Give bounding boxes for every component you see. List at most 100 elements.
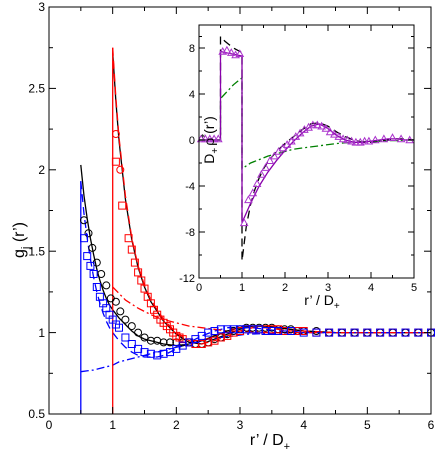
main-y-axis-label: gj (r’): [11, 222, 32, 258]
main-marker-square-2-3: [127, 245, 136, 254]
main-marker-square-3-16: [146, 349, 155, 358]
main-marker-square-3-28: [223, 325, 232, 334]
main-marker-square-3-47: [414, 328, 423, 337]
inset-x-tick-label-1: 1: [239, 282, 245, 294]
main-marker-square-3-25: [204, 328, 213, 337]
main-marker-square-3-15: [140, 348, 149, 357]
main-marker-square-3-37: [286, 327, 295, 335]
main-marker-square-2-25: [216, 333, 225, 342]
main-marker-circle-0-4: [97, 270, 106, 278]
inset-marker-triangle-0-16: [265, 156, 275, 164]
main-y-axis-label-sub: j: [20, 247, 32, 250]
inset-y-axis-label-tail: (r’): [201, 116, 217, 134]
main-marker-square-3-34: [261, 327, 270, 335]
inset-marker-triangle-0-1: [201, 134, 210, 143]
inset-marker-triangle-0-26: [308, 120, 318, 129]
inset-marker-triangle-0-32: [334, 132, 344, 140]
inset-x-tick-label-5: 5: [411, 282, 417, 294]
inset-y-tick-label-2: -4: [185, 181, 195, 193]
main-marker-square-3-12: [121, 333, 130, 342]
main-marker-square-3-27: [216, 325, 225, 334]
main-y-axis-label-tail: (r’): [11, 222, 28, 247]
inset-y-axis-label-sup: *: [200, 134, 211, 138]
main-marker-square-2-0: [111, 157, 120, 166]
main-marker-square-3-38: [299, 328, 308, 337]
main-marker-square-3-44: [376, 328, 385, 337]
main-plot: 0 1 2 3 4 5 60.511.522.53 r’ / D+ gj (r’): [11, 0, 435, 453]
main-x-axis-label: r’ / D+: [250, 432, 290, 453]
main-series-line-3: [80, 181, 431, 358]
main-marker-square-2-2: [124, 234, 133, 243]
main-marker-square-3-42: [350, 328, 359, 337]
inset-marker-triangle-0-35: [347, 136, 356, 145]
main-marker-square-3-35: [267, 327, 276, 335]
main-y-tick-label-1: 1: [38, 326, 45, 340]
main-x-tick-label-6: 6: [428, 418, 435, 432]
main-series-line-5: [112, 286, 431, 334]
main-series-line-4: [80, 331, 431, 373]
main-x-axis-label-sub: +: [284, 441, 290, 453]
main-marker-square-3-32: [248, 325, 257, 334]
main-marker-circle-0-13: [146, 336, 155, 345]
inset-x-axis-label-text: r’ / D: [304, 292, 334, 308]
main-marker-circle-0-0: [80, 216, 88, 225]
main-marker-square-3-17: [153, 351, 162, 360]
inset-y-tick-label-0: -12: [179, 273, 195, 285]
main-marker-square-3-5: [95, 292, 104, 301]
main-x-tick-label-1: 1: [109, 418, 116, 432]
main-series-group: [80, 47, 431, 414]
inset-marker-triangle-0-4: [213, 134, 223, 143]
inset-marker-triangle-0-42: [388, 133, 397, 141]
inset-y-axis-label: D+ ρ*(r’): [200, 116, 221, 163]
inset-marker-triangle-0-39: [364, 136, 374, 145]
main-marker-circle-0-9: [121, 315, 130, 324]
main-marker-square-3-43: [363, 328, 372, 337]
main-y-axis-label-text: g: [11, 249, 28, 258]
main-marker-circle-0-5: [102, 281, 111, 290]
main-marker-square-2-37: [293, 327, 302, 335]
inset-y-axis-label-sub: +: [210, 148, 221, 154]
main-marker-square-2-4: [130, 258, 139, 267]
inset-background: [199, 25, 414, 278]
inset-marker-triangle-0-38: [360, 136, 369, 145]
inset-y-axis-label-rho: ρ: [201, 138, 217, 146]
inset-marker-triangle-0-3: [209, 134, 219, 143]
inset-marker-triangle-0-13: [252, 179, 262, 187]
main-marker-square-2-5: [134, 268, 143, 277]
main-marker-circle-1-1: [116, 165, 125, 174]
inset-marker-triangle-0-14: [257, 169, 266, 178]
main-ticks-group: 0 1 2 3 4 5 6 0.5 1 1.5 2 2.5 3: [28, 0, 434, 432]
main-y-tick-label-4: 2.5: [28, 82, 45, 96]
main-marker-square-3-18: [159, 349, 168, 358]
main-x-tick-label-3: 3: [237, 418, 244, 432]
inset-y-tick-label-1: -8: [185, 227, 195, 239]
inset-y-tick-label-3: 0: [189, 135, 195, 147]
inset-marker-triangle-0-34: [343, 135, 352, 144]
main-y-tick-label-3: 2: [38, 163, 45, 177]
main-marker-square-2-1: [118, 201, 127, 210]
main-x-axis-label-text: r’ / D: [250, 432, 284, 449]
main-marker-square-3-40: [325, 328, 334, 337]
main-marker-circle-0-7: [111, 297, 120, 306]
inset-marker-triangle-0-6: [222, 45, 232, 54]
inset-marker-triangle-0-28: [317, 121, 326, 130]
main-marker-square-3-4: [92, 283, 101, 291]
main-marker-circle-0-11: [134, 328, 143, 337]
inset-markers-group: [196, 45, 415, 227]
main-marker-square-3-31: [242, 325, 251, 334]
inset-marker-triangle-0-11: [244, 195, 253, 204]
main-marker-square-2-22: [197, 340, 206, 348]
inset-marker-triangle-0-41: [379, 134, 389, 143]
inset-x-tick-label-2: 2: [282, 282, 288, 294]
main-marker-square-2-21: [191, 340, 200, 348]
main-marker-square-3-13: [127, 340, 136, 348]
main-marker-square-3-1: [83, 252, 92, 261]
main-x-tick-label-0: 0: [46, 418, 53, 432]
inset-x-tick-label-3: 3: [325, 282, 331, 294]
main-marker-square-3-45: [388, 328, 397, 337]
main-marker-square-2-7: [140, 284, 149, 293]
main-marker-circle-0-2: [88, 243, 97, 252]
inset-marker-triangle-0-36: [351, 137, 361, 146]
main-marker-square-3-11: [115, 323, 123, 332]
